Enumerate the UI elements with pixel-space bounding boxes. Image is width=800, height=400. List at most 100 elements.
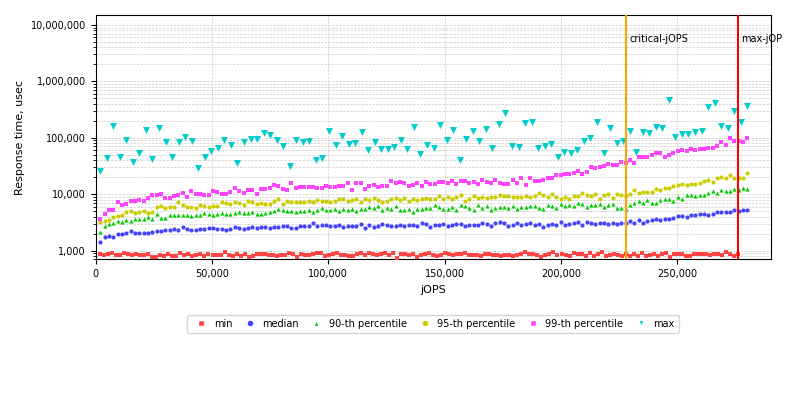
Point <box>519 249 532 256</box>
Point <box>182 251 195 258</box>
Point <box>539 251 552 258</box>
Point <box>262 252 275 258</box>
Point <box>202 192 215 198</box>
Point <box>419 195 432 201</box>
Point <box>154 228 167 234</box>
Point <box>146 228 158 235</box>
Point <box>702 176 714 183</box>
Point <box>506 203 519 209</box>
Point <box>528 193 541 199</box>
Point <box>250 191 263 197</box>
Point <box>715 139 728 145</box>
Point <box>354 220 367 227</box>
Point <box>338 252 351 258</box>
Point <box>510 220 523 226</box>
Point <box>662 196 675 202</box>
Point <box>358 224 371 231</box>
Point <box>115 202 128 208</box>
Point <box>711 251 724 257</box>
Point <box>281 208 294 215</box>
Point <box>176 211 189 218</box>
Point <box>270 253 283 260</box>
Point <box>281 198 294 204</box>
Point <box>415 220 428 226</box>
Point <box>715 174 728 180</box>
Point <box>246 199 258 205</box>
Point <box>624 202 637 209</box>
Point <box>695 128 708 134</box>
Point <box>485 194 498 200</box>
Point <box>533 178 546 184</box>
Point <box>589 221 602 228</box>
Point <box>224 211 237 218</box>
Point <box>463 180 476 186</box>
Point <box>541 175 554 181</box>
Point <box>702 190 714 196</box>
Point <box>290 209 302 216</box>
Point <box>214 252 227 258</box>
Point <box>689 181 702 188</box>
Point <box>210 252 223 258</box>
Point <box>741 169 754 176</box>
Point <box>567 203 580 209</box>
Point <box>454 220 467 227</box>
Point <box>637 200 650 206</box>
Point <box>424 180 437 187</box>
Point <box>415 182 428 189</box>
Point <box>215 210 228 216</box>
Point <box>129 198 142 204</box>
Point <box>623 253 636 259</box>
Point <box>358 186 371 192</box>
Point <box>290 184 302 191</box>
Point <box>489 220 502 226</box>
Point <box>320 207 333 214</box>
Point <box>220 211 233 217</box>
Point <box>737 185 750 192</box>
Point <box>394 222 406 228</box>
Point <box>595 249 608 255</box>
Point <box>619 251 632 258</box>
Point <box>680 192 693 198</box>
Point <box>667 198 680 204</box>
Point <box>426 252 439 258</box>
Point <box>702 144 714 151</box>
Point <box>124 228 137 234</box>
Point <box>698 178 710 184</box>
Point <box>267 182 280 189</box>
Point <box>150 192 163 199</box>
Point <box>166 252 178 259</box>
Point <box>624 218 637 224</box>
Point <box>550 222 562 228</box>
Point <box>315 222 328 228</box>
Point <box>458 203 471 209</box>
Point <box>619 219 632 226</box>
Point <box>159 194 172 201</box>
Point <box>98 218 111 224</box>
Point <box>172 138 185 145</box>
Point <box>546 221 558 227</box>
Point <box>463 195 476 202</box>
Point <box>654 216 667 223</box>
Point <box>610 220 623 227</box>
Point <box>506 143 518 149</box>
Point <box>385 206 398 212</box>
Point <box>224 201 237 207</box>
Point <box>233 209 246 216</box>
Point <box>337 224 350 230</box>
Point <box>624 190 637 197</box>
Point <box>706 144 719 151</box>
Point <box>381 222 394 228</box>
Point <box>650 216 662 223</box>
Point <box>472 181 485 188</box>
Point <box>133 209 146 215</box>
Point <box>318 252 331 259</box>
Point <box>741 207 754 213</box>
Point <box>533 221 546 227</box>
Point <box>427 145 440 151</box>
Point <box>290 136 302 143</box>
Point <box>515 251 528 257</box>
Point <box>224 188 237 195</box>
Point <box>683 253 696 259</box>
Point <box>693 192 706 198</box>
Point <box>354 199 367 205</box>
